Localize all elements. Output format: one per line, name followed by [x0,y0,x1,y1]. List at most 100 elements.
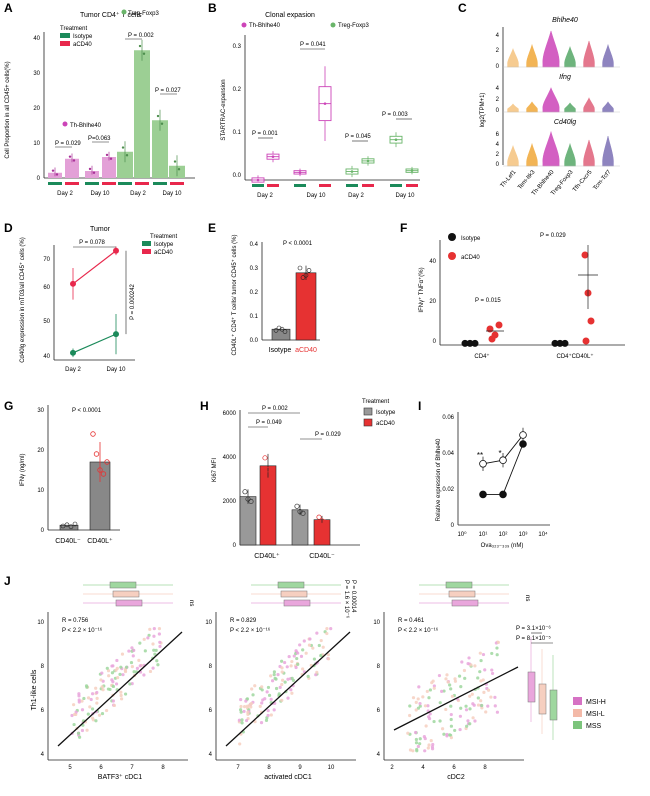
scatter-point [267,693,272,697]
panel-c-violins [503,30,620,167]
scatter-point [422,735,426,739]
scatter-point [431,679,435,683]
scatter-point [280,670,284,674]
scatter-point [137,658,141,663]
scatter-point [453,677,457,681]
scatter-point [466,719,470,723]
xtick: 5 [68,765,72,771]
scatter-point [423,749,427,753]
scatter-point [307,643,312,647]
scatter-point [294,665,298,670]
ytick: 0 [41,528,45,534]
scatter-point [432,719,436,724]
scatter-point [449,712,453,717]
scatter-point [317,643,321,648]
scatter-point [85,728,89,732]
scatter-point [423,704,428,708]
data-point [51,169,55,172]
scatter-point [263,697,267,701]
panel-label-a: A [4,1,13,15]
scatter-point [450,694,455,698]
legend-swatch-acd40 [363,418,373,427]
scatter-point [152,634,156,638]
data-point [298,171,302,174]
ytick: 2 [496,48,500,54]
scatter-point [326,653,330,657]
panel-h-treatment-label: Treatment [362,399,389,405]
scatter-point [444,707,448,712]
treatment-strip [85,182,99,185]
panel-d: D Tumor Cd40lg expression in mT03/all CD… [4,221,177,373]
pval: P = 0.002 [262,406,288,412]
scatter-point [119,697,124,701]
marginal-box [448,590,476,598]
scatter-point [445,734,449,738]
scatter-point [70,713,74,718]
scatter-point [90,707,95,711]
scatter-point [462,668,467,673]
pval: P=0.063 [88,136,111,142]
marginal-box [277,581,305,589]
scatter-point [479,658,483,663]
scatter-point [289,664,293,668]
ytick: 0.1 [250,314,259,320]
scatter-point [130,646,134,650]
scatter-point [493,695,497,699]
data-point [294,503,300,509]
xtick: 7 [130,765,134,771]
scatter-point [471,702,475,706]
pval: P = 0.045 [345,134,371,140]
scatter-point [290,691,294,695]
bar [239,496,257,546]
scatter-point [130,665,134,669]
xtick: CD40L⁺ [87,537,113,545]
data-point [104,459,110,465]
data-point [142,52,146,55]
scatter-point [478,651,482,655]
scatter-point [240,718,244,722]
data-point [72,159,76,162]
scatter-point [270,679,275,683]
pval: P = 0.041 [300,42,326,48]
violin [602,101,614,113]
gene-label: Ifng [559,74,571,81]
scatter-point [311,646,315,650]
panel-b-ylabel: STARTRAC-expansion [221,79,227,140]
scatter-point [464,704,468,708]
data-point [323,102,327,105]
gene-label: Cd40lg [554,119,576,126]
scatter-point [290,659,294,664]
scatter-point [72,722,76,727]
legend-acd40: aCD40 [376,421,395,427]
scatter-point [418,701,422,706]
panel-i-ylabel: Relative expression of Bhlhe40 [436,438,442,521]
scatter-point [111,684,116,689]
scatter-point [129,660,134,665]
xtick: Day 10 [162,191,182,197]
violin [526,142,538,167]
scatter-point [119,690,123,694]
bar-th-bhlhe40 [65,158,79,178]
scatter-point [152,627,156,631]
panel-a-ylabel: Cell Proportion in all CD45+ cells(%) [5,61,11,158]
scatter-point [490,671,495,676]
scatter-point [326,657,331,661]
regression-line [225,631,351,747]
scatter-point [446,680,450,684]
scatter-point [132,648,136,652]
scatter-point [147,633,151,637]
data-point [306,268,312,273]
panel-b-boxes [251,48,419,187]
violin [507,103,519,113]
treatment-strip [319,184,331,187]
scatter-point [286,677,290,681]
legend-dot-acd40 [448,252,456,260]
scatter-point [285,665,289,669]
panel-a: A Tumor CD4⁺ T cells Cell Proportion in … [4,1,195,197]
scatter-point [272,670,276,674]
ytick: 0.0 [250,338,259,344]
xtick: Day 10 [306,193,326,199]
panel-c: C log2(TPM+1) Bhlhe40 Ifng Cd40lg 0 2 4 … [458,1,620,197]
scatter-point [319,654,323,658]
data-point [173,160,177,163]
